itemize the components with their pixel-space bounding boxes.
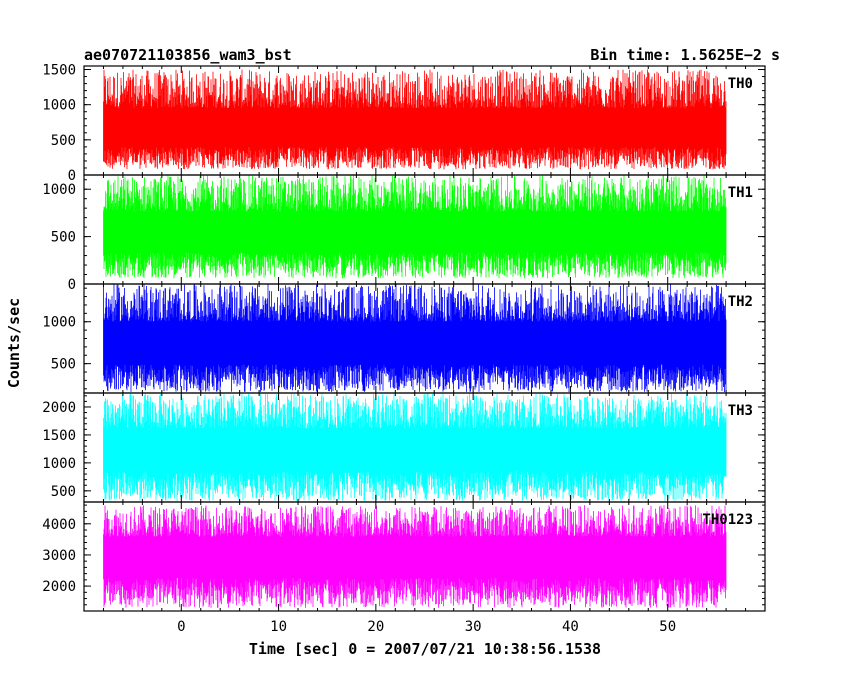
panel-label: TH1: [728, 185, 753, 201]
y-tick-label: 500: [51, 357, 76, 373]
x-tick-label: 30: [465, 619, 482, 635]
y-tick-label: 1000: [42, 456, 76, 472]
series-th3: [103, 393, 727, 501]
y-axis-label: Counts/sec: [5, 298, 23, 388]
x-tick-label: 20: [367, 619, 384, 635]
x-tick-label: 0: [177, 619, 185, 635]
y-tick-label: 0: [68, 277, 76, 293]
panel-label: TH0123: [702, 512, 753, 528]
chart-title: ae070721103856_wam3_bst: [84, 46, 292, 64]
y-tick-label: 500: [51, 484, 76, 500]
panel-th3: 500 1000 1500 2000 TH3: [42, 392, 766, 503]
x-axis-label: Time [sec] 0 = 2007/07/21 10:38:56.1538: [249, 640, 601, 658]
panel-th0123: 2000 3000 4000 TH0123: [42, 501, 766, 612]
y-tick-label: 500: [51, 230, 76, 246]
panel-th2: 500 1000 TH2: [42, 283, 766, 394]
series-th2: [103, 284, 727, 393]
x-tick-label: 40: [562, 619, 579, 635]
y-tick-label: 1500: [42, 428, 76, 444]
series-th1: [103, 175, 727, 279]
y-tick-label: 500: [51, 133, 76, 149]
y-tick-label: 1000: [42, 315, 76, 331]
panel-label: TH2: [728, 294, 753, 310]
series-th0123: [103, 505, 727, 608]
panel-th1: 0 500 1000 TH1: [42, 174, 766, 293]
panel-label: TH3: [728, 403, 753, 419]
y-tick-label: 2000: [42, 400, 76, 416]
x-tick-label: 50: [659, 619, 676, 635]
y-tick-label: 0: [68, 168, 76, 184]
y-tick-label: 4000: [42, 517, 76, 533]
y-tick-label: 3000: [42, 548, 76, 564]
y-tick-label: 1000: [42, 182, 76, 198]
x-tick-label: 10: [270, 619, 287, 635]
y-tick-label: 2000: [42, 579, 76, 595]
series-th0: [103, 69, 727, 170]
panel-th0: 0 500 1000 1500 TH0: [42, 63, 766, 184]
y-tick-label: 1500: [42, 63, 76, 79]
bin-time-label: Bin time: 1.5625E−2 s: [590, 46, 780, 64]
panel-frame: [83, 501, 766, 612]
panel-label: TH0: [728, 76, 753, 92]
y-tick-label: 1000: [42, 98, 76, 114]
